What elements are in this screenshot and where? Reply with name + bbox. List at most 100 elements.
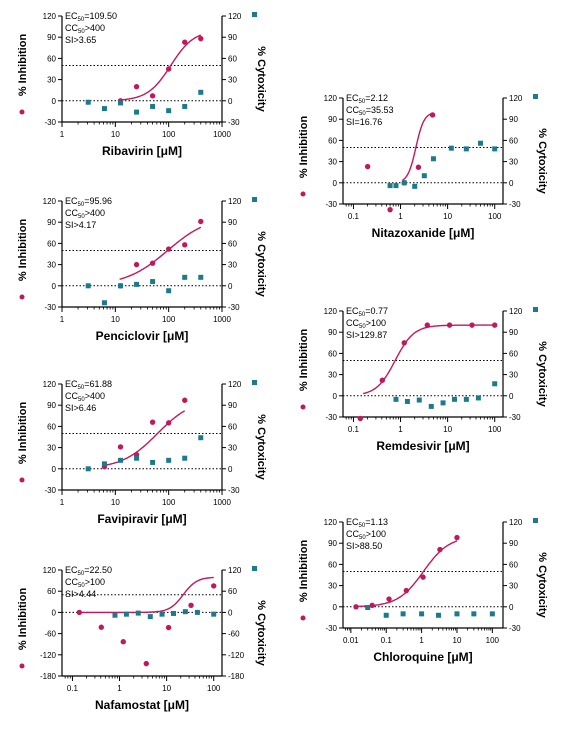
inhibition-point <box>76 609 83 616</box>
cytotoxicity-point <box>134 281 140 287</box>
y-tick-label-right: 120 <box>509 307 523 316</box>
y-axis-label-right: % Cytoxicity <box>255 414 267 480</box>
inhibition-point <box>364 163 371 170</box>
y-tick-label-left: 0 <box>333 603 338 612</box>
cytotoxicity-point <box>135 610 141 616</box>
legend-inhibition-marker <box>300 191 306 197</box>
stat-si: SI>3.65 <box>65 35 96 45</box>
y-tick-label-right: 90 <box>509 328 518 337</box>
cytotoxicity-point <box>166 457 172 463</box>
y-tick-label-left: -30 <box>325 624 337 633</box>
inhibition-point <box>149 419 156 425</box>
y-tick-label-left: 90 <box>328 115 337 124</box>
y-tick-label-right: 30 <box>509 582 518 591</box>
y-tick-label-right: 90 <box>228 218 237 227</box>
cytotoxicity-point <box>182 274 188 280</box>
inhibition-point <box>379 377 386 383</box>
y-tick-label-left: -30 <box>44 303 56 312</box>
x-axis-label: Chloroquine [μM] <box>373 650 472 664</box>
y-tick-label-right: -180 <box>228 672 245 681</box>
y-tick-label-right: 120 <box>509 94 523 103</box>
cytotoxicity-point <box>435 612 441 618</box>
y-tick-label-left: 30 <box>328 582 337 591</box>
cytotoxicity-point <box>401 180 407 186</box>
y-tick-label-left: 120 <box>43 566 57 575</box>
y-tick-label-right: 60 <box>228 587 237 596</box>
cytotoxicity-point <box>489 611 495 617</box>
inhibition-point <box>165 624 172 631</box>
x-tick-label: 0.1 <box>348 212 360 221</box>
x-tick-label: 1 <box>419 636 424 645</box>
cytotoxicity-point <box>118 100 124 106</box>
y-tick-label-right: 60 <box>509 136 518 145</box>
stat-ec50: EC50=22.50 <box>65 565 112 577</box>
cytotoxicity-point <box>101 300 107 306</box>
y-tick-label-left: -30 <box>44 118 56 127</box>
cytotoxicity-point <box>85 283 91 289</box>
stat-cc50: CC50>400 <box>65 391 105 403</box>
stat-ec50: EC50=0.77 <box>346 306 388 318</box>
y-tick-label-right: 0 <box>228 282 233 291</box>
x-tick-label: 10 <box>453 636 462 645</box>
legend-inhibition-marker <box>19 663 25 669</box>
stat-cc50: CC50=35.53 <box>346 105 393 117</box>
y-tick-label-left: 60 <box>47 422 56 431</box>
x-tick-label: 100 <box>207 684 221 693</box>
legend-inhibition-marker <box>300 404 306 410</box>
y-tick-label-left: 90 <box>47 218 56 227</box>
x-tick-label: 10 <box>443 212 452 221</box>
cytotoxicity-point <box>182 609 188 615</box>
y-tick-label-right: 30 <box>228 444 237 453</box>
y-tick-label-left: 0 <box>333 392 338 401</box>
x-tick-label: 1000 <box>213 130 231 139</box>
cytotoxicity-point <box>393 396 399 402</box>
fit-curve <box>119 34 202 101</box>
y-tick-label-left: 120 <box>324 307 338 316</box>
y-axis-label-right: % Cytoxicity <box>255 600 267 666</box>
cytotoxicity-point <box>198 274 204 280</box>
y-tick-label-right: 120 <box>228 197 242 206</box>
x-axis-label: Penciclovir [μM] <box>96 329 189 343</box>
inhibition-point <box>149 260 156 266</box>
x-tick-label: 1000 <box>213 498 231 507</box>
x-tick-label: 1 <box>117 684 122 693</box>
inhibition-point <box>369 602 375 609</box>
cytotoxicity-point <box>118 283 124 289</box>
inhibition-point <box>120 639 126 645</box>
cytotoxicity-point <box>194 609 200 615</box>
cytotoxicity-point <box>166 108 172 114</box>
inhibition-point <box>143 660 149 667</box>
stat-ec50: EC50=61.88 <box>65 379 112 391</box>
y-tick-label-left: 120 <box>43 380 57 389</box>
cytotoxicity-point <box>85 466 91 472</box>
y-tick-label-left: 0 <box>333 179 338 188</box>
y-tick-label-right: 60 <box>228 239 237 248</box>
cytotoxicity-point <box>166 288 172 294</box>
y-tick-label-right: 0 <box>228 465 233 474</box>
y-tick-label-left: -30 <box>44 486 56 495</box>
cytotoxicity-point <box>430 156 436 162</box>
panel-nafamostat: 0.1 1 10 100 -180 -120 -60 0 60 120 -180 -120 -60 0 60… <box>17 565 267 712</box>
y-tick-label-left: 30 <box>328 371 337 380</box>
cytotoxicity-point <box>475 395 481 401</box>
cytotoxicity-point <box>150 103 156 109</box>
y-tick-label-left: 0 <box>52 465 57 474</box>
cytotoxicity-point <box>182 103 188 109</box>
inhibition-point <box>437 546 443 553</box>
panel-ribavirin: 1 10 100 1000 -30 0 30 60 90 120 -30 0 30 60 90 120 EC50… <box>17 11 267 158</box>
y-tick-label-right: -30 <box>228 486 240 495</box>
inhibition-point <box>165 66 172 72</box>
inhibition-point <box>420 574 426 580</box>
y-tick-label-right: 0 <box>509 179 514 188</box>
legend-cytotoxicity-marker <box>252 380 257 385</box>
cytotoxicity-point <box>452 396 458 402</box>
x-axis-label: Remdesivir [μM] <box>376 439 469 453</box>
y-tick-label-left: 120 <box>324 518 338 527</box>
y-tick-label-left: 60 <box>328 560 337 569</box>
inhibition-point <box>188 602 194 609</box>
y-tick-label-left: 60 <box>47 239 56 248</box>
cytotoxicity-point <box>492 146 498 152</box>
fit-curve <box>402 112 434 181</box>
y-tick-label-right: 0 <box>228 608 233 617</box>
